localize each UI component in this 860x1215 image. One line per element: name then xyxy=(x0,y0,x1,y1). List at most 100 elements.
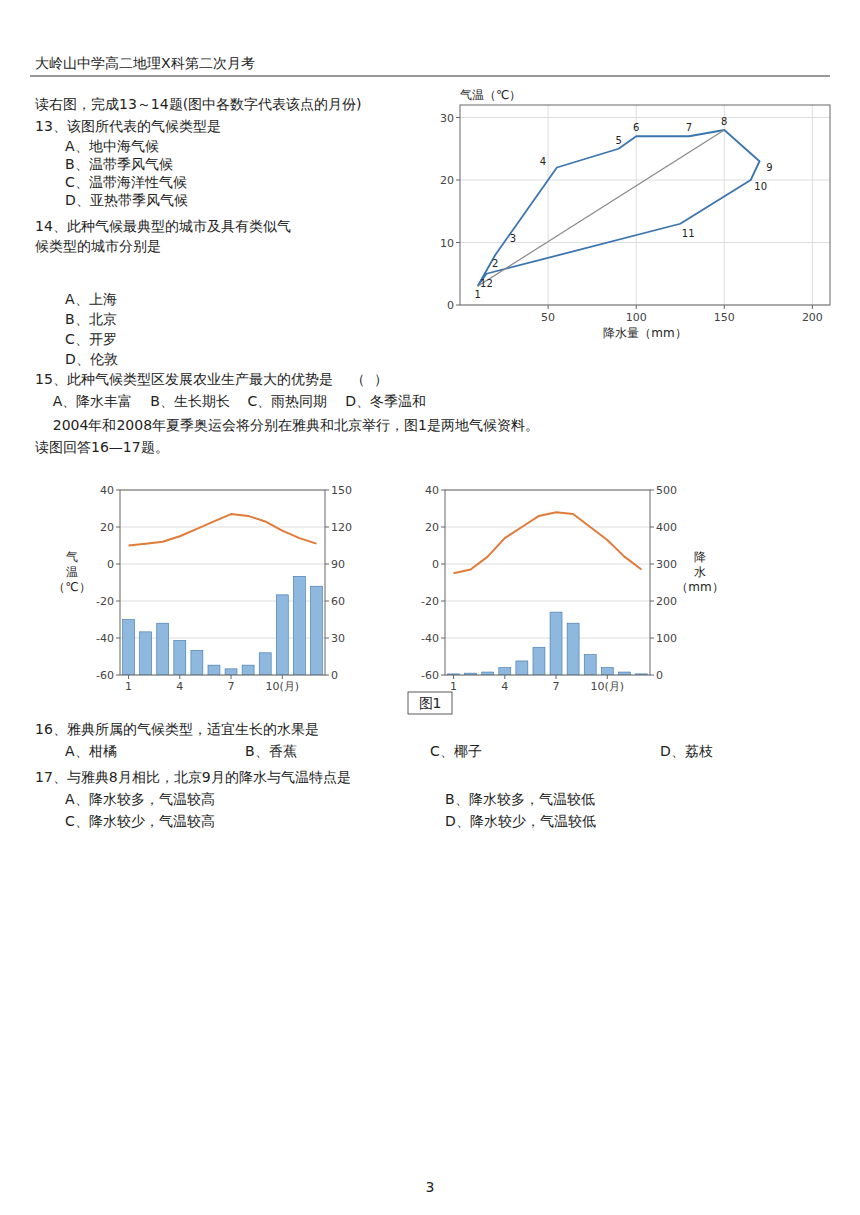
tick-label: 0 xyxy=(432,558,439,571)
plot-data xyxy=(478,130,760,286)
annotation: A、地中海气候 xyxy=(65,138,159,154)
bar xyxy=(157,623,169,675)
grid-line xyxy=(120,527,325,528)
bar xyxy=(208,665,220,675)
annotation: A、降水较多，气温较高 xyxy=(65,791,215,807)
tick-label: -40 xyxy=(96,632,114,645)
bar xyxy=(140,632,152,675)
header: 大岭山中学高二地理X科第二次月考 xyxy=(35,55,255,71)
grid-line xyxy=(548,105,549,305)
tick-label: -20 xyxy=(421,595,439,608)
annotation: C、椰子 xyxy=(430,743,482,759)
tick-label: -60 xyxy=(421,669,439,682)
tick-label: 30 xyxy=(331,632,345,645)
tick-label: 10(月) xyxy=(265,680,299,693)
annotation: C、降水较少，气温较高 xyxy=(65,813,215,829)
tick-label: 7 xyxy=(228,680,235,693)
tick-label: 100 xyxy=(626,311,647,324)
tick-label: 60 xyxy=(331,595,345,608)
annotation: 读右图，完成13～14题(图中各数字代表该点的月份) xyxy=(35,96,362,112)
tick-label: 150 xyxy=(331,484,352,497)
point-label: 12 xyxy=(480,278,493,289)
grid-line xyxy=(460,117,830,118)
tick-label: 30 xyxy=(440,112,454,125)
axis-label: 气温（℃） xyxy=(460,88,521,102)
tick-mark xyxy=(441,601,445,602)
tick-mark xyxy=(325,675,329,676)
tick-mark xyxy=(116,490,120,491)
bar xyxy=(533,647,545,675)
grid-line xyxy=(445,638,650,639)
annotation: A、柑橘 xyxy=(65,743,117,759)
grid-line xyxy=(445,601,650,602)
tick-mark xyxy=(548,305,549,309)
point-label: 5 xyxy=(615,135,621,146)
tick-label: 40 xyxy=(425,484,439,497)
background xyxy=(0,0,860,1215)
tick-label: 20 xyxy=(425,521,439,534)
tick-label: 40 xyxy=(100,484,114,497)
annotation: B、降水较多，气温较低 xyxy=(445,791,595,807)
plot-data xyxy=(123,514,323,675)
tick-mark xyxy=(128,675,129,679)
grid-line xyxy=(445,564,650,565)
grid-line xyxy=(724,105,725,305)
bar xyxy=(259,653,271,675)
header-rule xyxy=(30,76,830,77)
point-label: 10 xyxy=(754,181,767,192)
tick-label: 0 xyxy=(656,669,663,682)
tick-mark xyxy=(724,305,725,309)
tick-mark xyxy=(282,675,283,679)
annotation: C、开罗 xyxy=(65,331,117,347)
tick-mark xyxy=(325,564,329,565)
series-line xyxy=(129,514,317,545)
axis-label-part: （℃） xyxy=(53,580,90,594)
tick-label: 20 xyxy=(440,174,454,187)
plot-frame xyxy=(460,105,830,305)
tick-label: 1 xyxy=(125,680,132,693)
tick-mark xyxy=(441,675,445,676)
annotation: 14、此种气候最典型的城市及具有类似气 xyxy=(35,218,291,234)
chart: -60-40-2002040010020030040050014710(月)降水… xyxy=(421,484,724,693)
axis-label-part: 降 xyxy=(694,550,706,564)
tick-label: 90 xyxy=(331,558,345,571)
tick-label: 200 xyxy=(802,311,823,324)
annotation: 13、该图所代表的气候类型是 xyxy=(35,118,221,134)
axis-label: 气温（℃） xyxy=(53,550,90,594)
tick-mark xyxy=(650,527,654,528)
bar xyxy=(567,623,579,675)
tick-label: 100 xyxy=(656,632,677,645)
point-label: 6 xyxy=(633,122,639,133)
tick-mark xyxy=(456,305,460,306)
annotation: 17、与雅典8月相比，北京9月的降水与气温特点是 xyxy=(35,769,351,785)
bar xyxy=(584,655,596,675)
grid-line xyxy=(812,105,813,305)
tick-mark xyxy=(456,117,460,118)
axis-label: 降水量（mm） xyxy=(603,326,686,340)
tick-label: 150 xyxy=(714,311,735,324)
point-label: 7 xyxy=(686,122,692,133)
tick-mark xyxy=(636,305,637,309)
tick-mark xyxy=(116,564,120,565)
tick-mark xyxy=(441,527,445,528)
annotation: D、降水较少，气温较低 xyxy=(445,813,596,829)
point-label: 1 xyxy=(474,289,480,300)
tick-mark xyxy=(325,490,329,491)
bar xyxy=(225,669,237,675)
annotation: 候类型的城市分别是 xyxy=(35,238,161,254)
series-line xyxy=(454,512,642,573)
bar xyxy=(276,595,288,675)
tick-label: 50 xyxy=(541,311,555,324)
tick-label: 200 xyxy=(656,595,677,608)
annotation: 15、此种气候类型区发展农业生产最大的优势是 （ ） xyxy=(35,371,388,387)
bar xyxy=(499,668,511,675)
annotation: C、温带海洋性气候 xyxy=(65,174,187,190)
point-label: 9 xyxy=(766,162,772,173)
tick-label: 4 xyxy=(176,680,183,693)
tick-mark xyxy=(116,527,120,528)
bar xyxy=(550,612,562,675)
tick-mark xyxy=(116,638,120,639)
tick-mark xyxy=(231,675,232,679)
tick-mark xyxy=(179,675,180,679)
tick-mark xyxy=(456,180,460,181)
